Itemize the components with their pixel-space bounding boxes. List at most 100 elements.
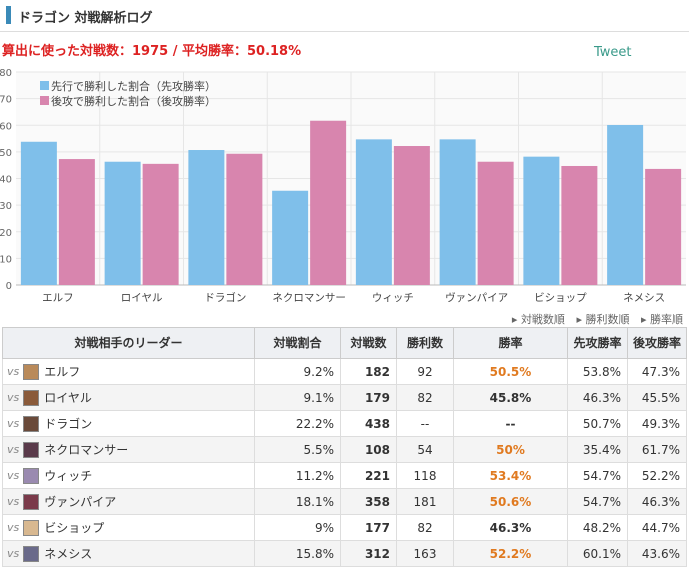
x-tick-label: ネメシス	[623, 292, 665, 304]
tweet-link[interactable]: Tweet	[594, 45, 632, 60]
y-tick-label: 20	[0, 228, 12, 239]
winrate-cell: 46.3%	[453, 514, 568, 541]
first-winrate-cell: 50.7%	[567, 410, 628, 437]
leader-name: ヴァンパイア	[44, 495, 117, 509]
x-tick-label: ヴァンパイア	[445, 291, 508, 304]
vs-label: vs	[7, 469, 20, 482]
y-tick-label: 60	[0, 121, 12, 132]
wins-cell: 118	[396, 462, 454, 489]
games-cell: 312	[340, 540, 397, 567]
sort-by-winrate-link[interactable]: ▸ 勝率順	[640, 313, 683, 326]
summary-text: 算出に使った対戦数：1975 / 平均勝率：50.18%	[2, 44, 302, 59]
y-tick-label: 40	[0, 175, 12, 186]
col-header-winrate[interactable]: 勝率	[453, 327, 568, 359]
winrate-cell: 50.6%	[453, 488, 568, 515]
col-header-leader[interactable]: 対戦相手のリーダー	[2, 327, 255, 359]
first-winrate-cell: 35.4%	[567, 436, 628, 463]
second-winrate-cell: 47.3%	[627, 358, 687, 385]
table-row: vs エルフ 9.2% 182 92 50.5% 53.8% 47.3%	[2, 358, 687, 385]
leader-avatar-icon	[23, 415, 40, 432]
ratio-cell: 18.1%	[254, 488, 341, 515]
leader-name: ロイヤル	[44, 391, 92, 405]
second-winrate-cell: 44.7%	[627, 514, 687, 541]
leader-avatar-icon	[23, 389, 40, 406]
x-tick-label: ロイヤル	[121, 292, 163, 304]
bar-first-winrate	[607, 124, 644, 285]
y-tick-label: 0	[6, 281, 12, 292]
col-header-games[interactable]: 対戦数	[340, 327, 397, 359]
bar-second-winrate	[226, 153, 263, 285]
wins-cell: 82	[396, 514, 454, 541]
bar-second-winrate	[645, 168, 682, 285]
y-tick-label: 80	[0, 68, 12, 79]
col-header-ratio[interactable]: 対戦割合	[254, 327, 341, 359]
col-header-wins[interactable]: 勝利数	[396, 327, 454, 359]
bar-first-winrate	[20, 141, 57, 285]
bar-first-winrate	[523, 156, 560, 285]
leader-avatar-icon	[23, 363, 40, 380]
legend-swatch	[40, 81, 49, 90]
vs-label: vs	[7, 443, 20, 456]
bar-second-winrate	[477, 161, 514, 285]
ratio-cell: 22.2%	[254, 410, 341, 437]
ratio-cell: 9.2%	[254, 358, 341, 385]
games-cell: 438	[340, 410, 397, 437]
table-row: vs ウィッチ 11.2% 221 118 53.4% 54.7% 52.2%	[2, 462, 687, 489]
leader-cell: vs ネメシス	[2, 540, 255, 567]
leader-name: ネメシス	[44, 547, 93, 561]
ratio-cell: 5.5%	[254, 436, 341, 463]
first-winrate-cell: 54.7%	[567, 488, 628, 515]
leader-avatar-icon	[23, 467, 40, 484]
wins-cell: --	[396, 410, 454, 437]
games-cell: 108	[340, 436, 397, 463]
wins-cell: 92	[396, 358, 454, 385]
sort-links: ▸ 対戦数順 ▸ 勝利数順 ▸ 勝率順	[504, 311, 683, 327]
y-tick-label: 10	[0, 254, 12, 265]
second-winrate-cell: 43.6%	[627, 540, 687, 567]
bar-first-winrate	[355, 139, 392, 285]
leader-name: ネクロマンサー	[44, 443, 129, 457]
leader-cell: vs ロイヤル	[2, 384, 255, 411]
vs-label: vs	[7, 521, 20, 534]
vs-label: vs	[7, 365, 20, 378]
col-header-first-winrate[interactable]: 先攻勝率	[567, 327, 628, 359]
title-accent-bar	[6, 6, 11, 24]
table-row: vs ネメシス 15.8% 312 163 52.2% 60.1% 43.6%	[2, 540, 687, 567]
leader-cell: vs ネクロマンサー	[2, 436, 255, 463]
leader-cell: vs ビショップ	[2, 514, 255, 541]
table-header-row: 対戦相手のリーダー 対戦割合 対戦数 勝利数 勝率 先攻勝率 後攻勝率	[2, 327, 687, 359]
bar-second-winrate	[561, 165, 598, 285]
matchup-table: 対戦相手のリーダー 対戦割合 対戦数 勝利数 勝率 先攻勝率 後攻勝率 vs エル…	[2, 327, 687, 567]
wins-cell: 181	[396, 488, 454, 515]
x-tick-label: ネクロマンサー	[272, 292, 346, 304]
first-winrate-cell: 48.2%	[567, 514, 628, 541]
legend-swatch	[40, 96, 49, 105]
leader-name: ウィッチ	[44, 469, 93, 483]
x-tick-label: ビショップ	[534, 292, 587, 304]
leader-avatar-icon	[23, 545, 40, 562]
table-row: vs ドラゴン 22.2% 438 -- -- 50.7% 49.3%	[2, 410, 687, 437]
winrate-cell: 50.5%	[453, 358, 568, 385]
sort-by-wins-link[interactable]: ▸ 勝利数順	[576, 313, 630, 326]
page-title: ドラゴン 対戦解析ログ	[18, 11, 153, 26]
vs-label: vs	[7, 391, 20, 404]
bar-second-winrate	[310, 120, 347, 285]
bar-second-winrate	[393, 146, 430, 285]
col-header-second-winrate[interactable]: 後攻勝率	[627, 327, 687, 359]
leader-cell: vs エルフ	[2, 358, 255, 385]
table-row: vs ネクロマンサー 5.5% 108 54 50% 35.4% 61.7%	[2, 436, 687, 463]
leader-cell: vs ヴァンパイア	[2, 488, 255, 515]
y-tick-label: 70	[0, 95, 12, 106]
ratio-cell: 11.2%	[254, 462, 341, 489]
legend-label: 後攻で勝利した割合（後攻勝率）	[51, 94, 216, 108]
winrate-bar-chart: 0 10 20 30 40 50 60 70 80 エルフ ロイヤル ドラゴン ネクロマンサー ウィッチ ヴ…	[0, 68, 686, 304]
winrate-cell: 45.8%	[453, 384, 568, 411]
leader-avatar-icon	[23, 441, 40, 458]
second-winrate-cell: 52.2%	[627, 462, 687, 489]
sort-by-games-link[interactable]: ▸ 対戦数順	[511, 313, 565, 326]
wins-cell: 82	[396, 384, 454, 411]
vs-label: vs	[7, 495, 20, 508]
bar-second-winrate	[142, 163, 179, 285]
bar-first-winrate	[439, 139, 476, 285]
first-winrate-cell: 53.8%	[567, 358, 628, 385]
